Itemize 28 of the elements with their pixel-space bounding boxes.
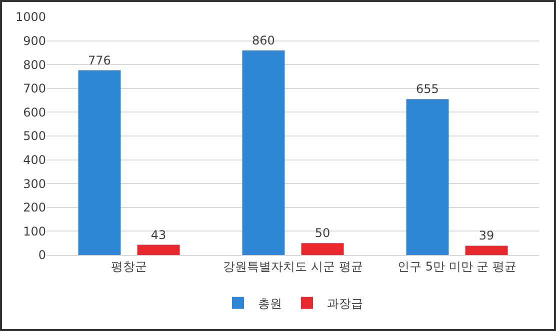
bar — [242, 50, 285, 255]
bar — [465, 246, 508, 255]
y-tick-label: 400 — [23, 153, 46, 167]
x-tick-label: 평창군 — [111, 259, 147, 274]
y-tick-label: 700 — [23, 82, 46, 96]
y-tick-label: 900 — [23, 34, 46, 48]
data-label: 50 — [314, 226, 330, 240]
y-tick-label: 600 — [23, 105, 46, 120]
data-label: 860 — [252, 33, 275, 48]
data-label: 655 — [416, 82, 439, 96]
x-tick-label: 강원특별자치도 시군 평균 — [223, 259, 363, 274]
data-label: 43 — [150, 228, 166, 242]
y-tick-label: 0 — [38, 248, 46, 262]
y-tick-label: 100 — [23, 224, 46, 238]
data-label: 776 — [88, 53, 111, 68]
y-tick-label: 500 — [23, 129, 46, 144]
bar — [406, 99, 449, 255]
bar — [137, 244, 180, 255]
y-tick-label: 300 — [23, 176, 46, 191]
legend-label: 과장급 — [327, 296, 363, 310]
data-label: 39 — [478, 228, 494, 243]
x-tick-label: 인구 5만 미만 군 평균 — [398, 259, 516, 274]
y-tick-label: 200 — [23, 200, 46, 215]
y-tick-label: 800 — [23, 58, 46, 72]
legend-label: 총원 — [258, 296, 282, 310]
bar — [78, 70, 121, 255]
bar — [301, 243, 344, 255]
y-tick-label: 1000 — [15, 10, 46, 24]
